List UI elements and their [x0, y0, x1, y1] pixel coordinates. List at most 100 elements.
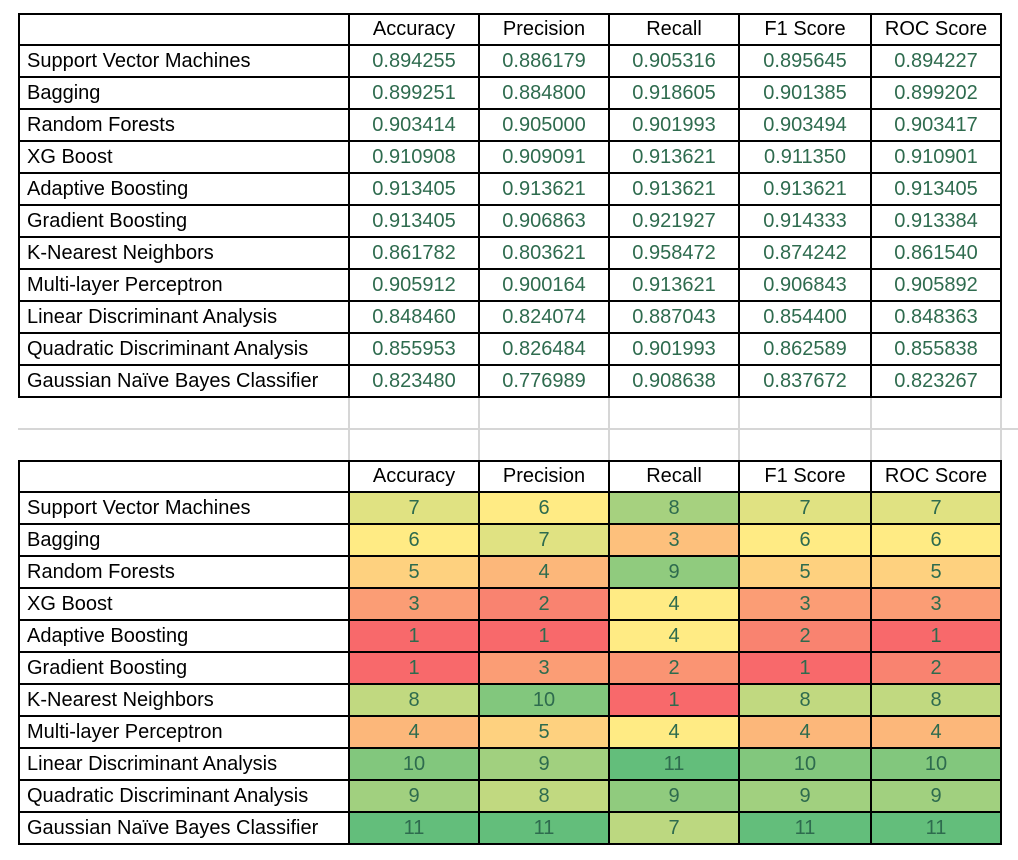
score-cell[interactable]: 0.914333: [738, 204, 872, 238]
score-cell[interactable]: 0.913621: [478, 172, 610, 206]
rank-cell[interactable]: 10: [870, 747, 1002, 781]
rank-cell[interactable]: 11: [870, 811, 1002, 845]
score-cell[interactable]: 0.903417: [870, 108, 1002, 142]
rank-cell[interactable]: 2: [478, 587, 610, 621]
score-cell[interactable]: 0.861540: [870, 236, 1002, 270]
model-label[interactable]: XG Boost: [18, 587, 350, 621]
column-header-precision[interactable]: Precision: [478, 460, 610, 493]
score-cell[interactable]: 0.913621: [608, 140, 740, 174]
score-cell[interactable]: 0.899251: [348, 76, 480, 110]
rank-cell[interactable]: 7: [348, 491, 480, 525]
score-cell[interactable]: 0.906863: [478, 204, 610, 238]
score-cell[interactable]: 0.823267: [870, 364, 1002, 398]
rank-cell[interactable]: 7: [738, 491, 872, 525]
column-header-recall[interactable]: Recall: [608, 460, 740, 493]
rank-cell[interactable]: 5: [348, 555, 480, 589]
column-header-accuracy[interactable]: Accuracy: [348, 13, 480, 46]
rank-cell[interactable]: 3: [738, 587, 872, 621]
rank-cell[interactable]: 7: [608, 811, 740, 845]
rank-cell[interactable]: 1: [608, 683, 740, 717]
model-label[interactable]: Bagging: [18, 76, 350, 110]
score-cell[interactable]: 0.906843: [738, 268, 872, 302]
rank-cell[interactable]: 1: [348, 619, 480, 653]
score-cell[interactable]: 0.905000: [478, 108, 610, 142]
score-cell[interactable]: 0.874242: [738, 236, 872, 270]
score-cell[interactable]: 0.910901: [870, 140, 1002, 174]
model-label[interactable]: Gaussian Naïve Bayes Classifier: [18, 811, 350, 845]
rank-cell[interactable]: 9: [348, 779, 480, 813]
rank-cell[interactable]: 11: [608, 747, 740, 781]
score-cell[interactable]: 0.903414: [348, 108, 480, 142]
score-cell[interactable]: 0.900164: [478, 268, 610, 302]
rank-cell[interactable]: 9: [608, 779, 740, 813]
score-cell[interactable]: 0.909091: [478, 140, 610, 174]
rank-cell[interactable]: 8: [608, 491, 740, 525]
rank-cell[interactable]: 9: [738, 779, 872, 813]
rank-cell[interactable]: 10: [348, 747, 480, 781]
rank-cell[interactable]: 11: [348, 811, 480, 845]
rank-cell[interactable]: 6: [348, 523, 480, 557]
score-cell[interactable]: 0.899202: [870, 76, 1002, 110]
rank-cell[interactable]: 2: [870, 651, 1002, 685]
score-cell[interactable]: 0.855838: [870, 332, 1002, 366]
model-label[interactable]: K-Nearest Neighbors: [18, 236, 350, 270]
rank-cell[interactable]: 4: [608, 715, 740, 749]
score-cell[interactable]: 0.837672: [738, 364, 872, 398]
model-label[interactable]: Support Vector Machines: [18, 491, 350, 525]
rank-cell[interactable]: 1: [870, 619, 1002, 653]
score-cell[interactable]: 0.803621: [478, 236, 610, 270]
score-cell[interactable]: 0.826484: [478, 332, 610, 366]
score-cell[interactable]: 0.855953: [348, 332, 480, 366]
score-cell[interactable]: 0.905892: [870, 268, 1002, 302]
score-cell[interactable]: 0.894227: [870, 44, 1002, 78]
score-cell[interactable]: 0.848363: [870, 300, 1002, 334]
rank-cell[interactable]: 10: [738, 747, 872, 781]
model-label[interactable]: Adaptive Boosting: [18, 619, 350, 653]
rank-cell[interactable]: 4: [348, 715, 480, 749]
column-header-roc-score[interactable]: ROC Score: [870, 13, 1002, 46]
score-cell[interactable]: 0.921927: [608, 204, 740, 238]
score-cell[interactable]: 0.901993: [608, 332, 740, 366]
score-cell[interactable]: 0.862589: [738, 332, 872, 366]
model-label[interactable]: Gradient Boosting: [18, 204, 350, 238]
score-cell[interactable]: 0.887043: [608, 300, 740, 334]
score-cell[interactable]: 0.910908: [348, 140, 480, 174]
model-label[interactable]: Linear Discriminant Analysis: [18, 300, 350, 334]
score-cell[interactable]: 0.908638: [608, 364, 740, 398]
score-cell[interactable]: 0.861782: [348, 236, 480, 270]
column-header-roc-score[interactable]: ROC Score: [870, 460, 1002, 493]
score-cell[interactable]: 0.901993: [608, 108, 740, 142]
rank-cell[interactable]: 7: [478, 523, 610, 557]
score-cell[interactable]: 0.903494: [738, 108, 872, 142]
score-cell[interactable]: 0.886179: [478, 44, 610, 78]
score-cell[interactable]: 0.824074: [478, 300, 610, 334]
rank-cell[interactable]: 8: [478, 779, 610, 813]
rank-cell[interactable]: 1: [478, 619, 610, 653]
column-header-f1-score[interactable]: F1 Score: [738, 460, 872, 493]
rank-cell[interactable]: 7: [870, 491, 1002, 525]
score-cell[interactable]: 0.905912: [348, 268, 480, 302]
score-cell[interactable]: 0.913621: [608, 172, 740, 206]
rank-cell[interactable]: 4: [870, 715, 1002, 749]
model-label[interactable]: Quadratic Discriminant Analysis: [18, 779, 350, 813]
rank-cell[interactable]: 10: [478, 683, 610, 717]
score-cell[interactable]: 0.854400: [738, 300, 872, 334]
rank-cell[interactable]: 4: [608, 619, 740, 653]
model-label[interactable]: Random Forests: [18, 108, 350, 142]
column-header-recall[interactable]: Recall: [608, 13, 740, 46]
rank-cell[interactable]: 2: [738, 619, 872, 653]
model-label[interactable]: Adaptive Boosting: [18, 172, 350, 206]
rank-cell[interactable]: 8: [738, 683, 872, 717]
score-cell[interactable]: 0.913405: [348, 172, 480, 206]
column-header-precision[interactable]: Precision: [478, 13, 610, 46]
model-label[interactable]: K-Nearest Neighbors: [18, 683, 350, 717]
score-cell[interactable]: 0.913384: [870, 204, 1002, 238]
score-cell[interactable]: 0.776989: [478, 364, 610, 398]
rank-cell[interactable]: 5: [478, 715, 610, 749]
score-cell[interactable]: 0.905316: [608, 44, 740, 78]
model-label[interactable]: Multi-layer Perceptron: [18, 268, 350, 302]
score-cell[interactable]: 0.913621: [738, 172, 872, 206]
rank-cell[interactable]: 3: [348, 587, 480, 621]
rank-cell[interactable]: 1: [348, 651, 480, 685]
rank-cell[interactable]: 8: [348, 683, 480, 717]
